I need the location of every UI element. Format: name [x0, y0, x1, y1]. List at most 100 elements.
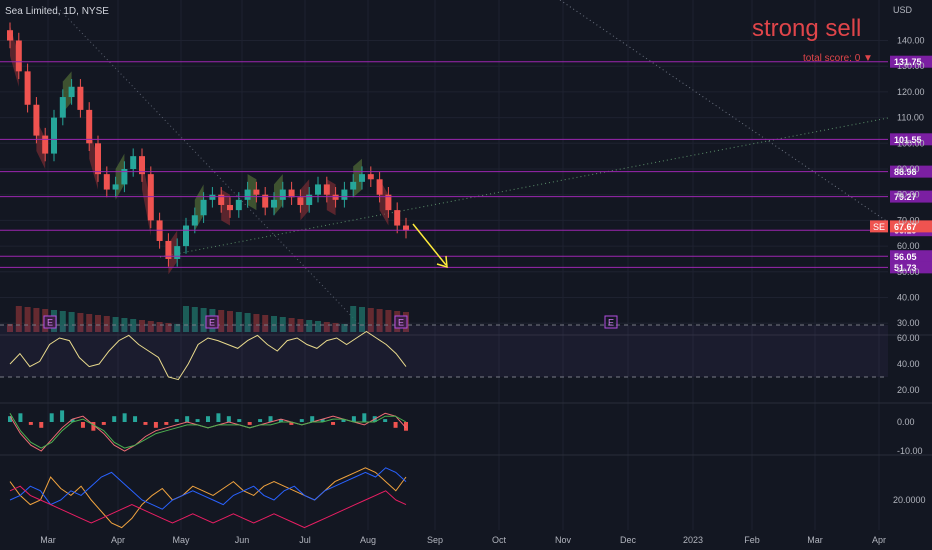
volume-bar — [341, 324, 348, 332]
volume-bar — [68, 312, 75, 332]
pane-separators — [0, 334, 932, 456]
dmi-blue-line — [9, 467, 407, 510]
level-tag — [890, 261, 932, 274]
earnings-marker-label: E — [398, 318, 404, 328]
volume-bar — [271, 316, 277, 332]
candle-body — [253, 189, 260, 195]
support-resistance-levels: 131.75101.5588.9879.2766.1956.0551.73SE6… — [0, 55, 932, 274]
rsi-band — [0, 325, 888, 377]
macd-tick: -10.00 — [897, 446, 923, 456]
macd-histogram-bar — [70, 419, 75, 422]
price-tick: 80.00 — [897, 190, 920, 200]
candles — [7, 22, 409, 267]
earnings-marker-label: E — [608, 318, 614, 328]
candle-body — [77, 86, 84, 110]
candle-body — [376, 179, 383, 195]
macd-histogram-bar — [91, 422, 96, 431]
macd-histogram-bar — [341, 419, 346, 422]
volume-bar — [86, 314, 93, 332]
candle-body — [68, 86, 75, 98]
candle-body — [367, 174, 374, 180]
rsi-tick: 40.00 — [897, 359, 920, 369]
dmi-tick: 20.0000 — [893, 495, 926, 505]
candle-body — [262, 194, 269, 208]
macd-histogram-bar — [278, 419, 283, 422]
cloud-band — [300, 179, 310, 221]
volume-bar — [121, 318, 128, 332]
macd-histogram-bar — [174, 419, 179, 422]
macd-histogram-bar — [226, 416, 231, 422]
candle-body — [147, 174, 154, 221]
macd-histogram-bar — [8, 416, 12, 422]
time-label: Jun — [235, 535, 250, 545]
price-tick: 130.00 — [897, 61, 925, 71]
time-label: Aug — [360, 535, 376, 545]
last-price-tag — [890, 220, 932, 233]
level-label: 56.05 — [894, 252, 917, 262]
volume-bar — [183, 306, 189, 332]
level-tag — [890, 55, 932, 68]
price-tick: 140.00 — [897, 36, 925, 46]
macd-histogram-bar — [28, 422, 33, 425]
level-label: 131.75 — [894, 57, 922, 67]
macd-histogram-bar — [237, 419, 242, 422]
macd-histogram-bar — [133, 416, 138, 422]
volume-bar — [227, 311, 233, 332]
rsi-tick: 20.00 — [897, 385, 920, 395]
volume-bar — [24, 307, 31, 332]
candle-body — [183, 225, 189, 247]
volume-bar — [103, 316, 110, 332]
macd-pane — [8, 410, 408, 452]
macd-histogram-bar — [331, 422, 336, 425]
earnings-marker-label: E — [209, 318, 215, 328]
macd-histogram-bar — [216, 413, 221, 422]
candle-body — [130, 156, 137, 169]
volume-bar — [332, 323, 339, 332]
candle-body — [42, 135, 49, 154]
level-tag — [890, 190, 932, 203]
level-label: 79.27 — [894, 192, 917, 202]
volume-bar — [376, 309, 383, 332]
macd-histogram-bar — [351, 416, 356, 422]
macd-histogram-bar — [18, 413, 23, 422]
volume-bar — [191, 307, 198, 332]
macd-histogram-bar — [112, 416, 117, 422]
price-tick: 30.00 — [897, 318, 920, 328]
candle-body — [209, 194, 216, 200]
price-tick: 70.00 — [897, 215, 920, 225]
price-axis[interactable]: USD 140.00 130.00 120.00 110.00 100.00 90.00 80… — [893, 5, 926, 505]
volume-bar — [165, 323, 172, 332]
time-label: May — [172, 535, 190, 545]
candle-body — [403, 225, 409, 231]
macd-histogram-bar — [101, 422, 106, 425]
macd-histogram-bar — [383, 419, 388, 422]
candle-body — [174, 246, 181, 259]
time-axis[interactable]: Mar Apr May Jun Jul Aug Sep Oct Nov Dec 2023 Feb Mar… — [40, 535, 886, 545]
macd-histogram-bar — [289, 422, 294, 425]
grid — [0, 0, 888, 530]
time-label: Feb — [744, 535, 760, 545]
price-tick: 60.00 — [897, 241, 920, 251]
last-price-ticker: SE — [873, 222, 885, 232]
candle-body — [33, 104, 40, 136]
candle-body — [191, 215, 198, 226]
level-label: 51.73 — [894, 263, 917, 273]
volume-bar — [350, 306, 357, 332]
score-label: total score: 0 ▼ — [803, 53, 873, 64]
trend-lines — [59, 0, 889, 326]
rsi-pane — [0, 324, 888, 381]
macd-histogram-bar — [143, 422, 148, 425]
arrow-head — [436, 255, 448, 269]
time-label: Sep — [427, 535, 443, 545]
candle-body — [271, 199, 277, 208]
macd-histogram-bar — [39, 422, 44, 428]
cloud-bands — [10, 25, 389, 275]
volume-bar — [359, 307, 365, 332]
time-label: Mar — [40, 535, 56, 545]
last-price-label: 67.67 — [894, 222, 917, 232]
macd-histogram-bar — [185, 416, 190, 422]
level-tag — [890, 133, 932, 146]
macd-tick: 0.00 — [897, 417, 915, 427]
